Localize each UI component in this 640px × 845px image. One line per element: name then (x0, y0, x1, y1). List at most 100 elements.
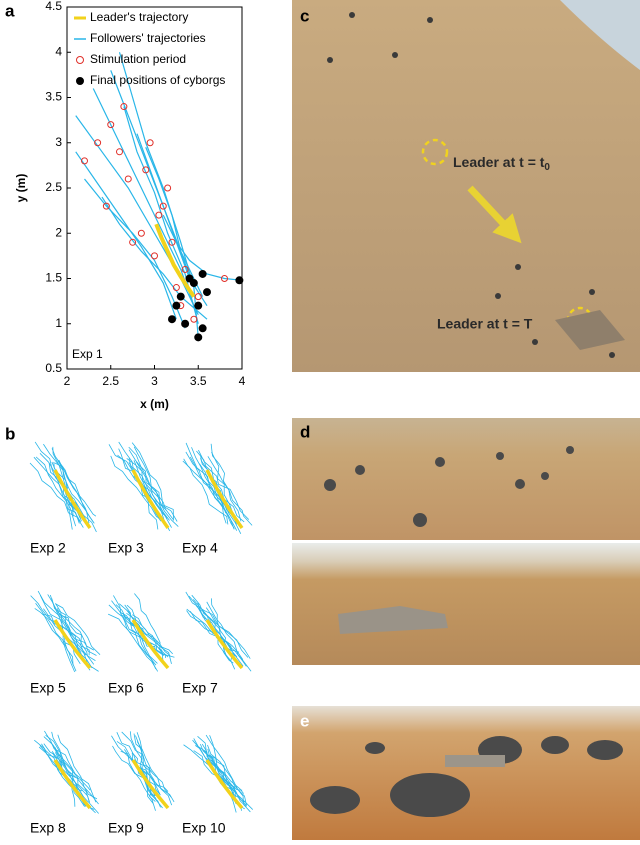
thumb-follower (189, 456, 238, 531)
thumb-follower (122, 612, 171, 656)
follower-trajectory (118, 52, 195, 288)
legend-swatch (76, 77, 84, 85)
experiment-label: Exp 3 (108, 540, 144, 556)
final-position (198, 269, 207, 278)
stimulation-marker (116, 148, 123, 156)
stimulation-marker (120, 103, 128, 111)
thumb-follower (48, 462, 74, 517)
stimulation-marker (194, 293, 202, 301)
stimulation-marker (142, 166, 150, 174)
legend-label: Leader's trajectory (90, 10, 188, 24)
thumb-follower (191, 447, 227, 524)
thumb-follower (53, 461, 81, 519)
stimulation-marker (124, 175, 132, 183)
photo-e (292, 706, 640, 840)
thumb-follower (34, 739, 91, 791)
thumb-follower (47, 594, 97, 656)
stimulation-marker (129, 238, 137, 246)
experiment-label: Exp 10 (182, 820, 226, 836)
x-axis-label: x (m) (140, 397, 169, 411)
thumb-follower (200, 609, 247, 667)
thumb-leader (53, 759, 92, 810)
stimulation-marker (81, 157, 88, 165)
thumb-follower (196, 450, 250, 520)
y-tick-label: 2 (55, 225, 62, 239)
thumb-follower (191, 594, 244, 660)
panel-letter: d (300, 422, 310, 441)
thumb-follower (198, 449, 245, 523)
thumb-follower (203, 749, 238, 794)
stimulation-marker (107, 121, 115, 129)
y-tick-label: 2.5 (45, 180, 62, 194)
panel-letter: b (5, 424, 15, 443)
stimulation-marker (146, 139, 154, 147)
y-tick-label: 4 (55, 44, 62, 58)
thumb-follower (206, 601, 252, 672)
stimulation-marker (181, 265, 189, 273)
panel-letter: e (300, 711, 309, 730)
x-tick-label: 4 (239, 374, 246, 388)
final-position (194, 301, 203, 310)
thumb-follower (57, 734, 99, 805)
thumb-leader (131, 469, 170, 530)
photo-d (292, 418, 640, 665)
thumb-follower (128, 449, 167, 511)
thumb-follower (54, 747, 99, 814)
stimulation-marker (164, 184, 172, 192)
thumb-follower (55, 603, 101, 655)
x-tick-label: 3 (151, 374, 158, 388)
thumb-follower (58, 612, 95, 665)
x-tick-label: 2 (64, 374, 71, 388)
thumb-follower (123, 749, 156, 811)
legend-label: Followers' trajectories (90, 31, 206, 45)
thumb-leader (205, 619, 244, 670)
thumb-follower (131, 442, 174, 521)
final-position (194, 333, 203, 342)
final-position (203, 288, 211, 297)
stimulation-marker (172, 284, 180, 292)
stimulation-marker (151, 252, 158, 260)
thumb-follower (209, 735, 234, 798)
thumb-follower (44, 730, 90, 803)
follower-trajectory (101, 196, 208, 320)
annotation: Leader at t = t0 (453, 154, 550, 173)
experiment-label: Exp 5 (30, 680, 66, 696)
final-position (181, 319, 190, 328)
thumb-follower (113, 595, 158, 664)
stimulation-marker (221, 275, 228, 282)
experiment-label: Exp 7 (182, 680, 218, 696)
thumb-follower (211, 598, 231, 660)
experiment-label: Exp 4 (182, 540, 218, 556)
thumb-follower (211, 451, 237, 525)
annotation-subscript: 0 (544, 162, 550, 173)
thumb-follower (195, 745, 243, 791)
stimulation-marker (137, 229, 145, 237)
thumb-follower (121, 731, 172, 798)
thumb-follower (29, 462, 84, 528)
stimulation-marker (190, 315, 198, 323)
thumb-leader (53, 619, 92, 670)
experiment-label: Exp 8 (30, 820, 66, 836)
follower-trajectory (75, 151, 177, 320)
thumb-follower (126, 458, 178, 522)
thumb-follower (35, 456, 80, 524)
panel-b: Exp 2 Exp 3 Exp 4 Exp 5 Exp 6 Exp 7 Exp 8 Exp 9… (29, 441, 254, 836)
experiment-label: Exp 9 (108, 820, 144, 836)
final-position (176, 292, 185, 301)
final-position (198, 324, 207, 333)
thumb-follower (205, 734, 247, 806)
annotation-text: Leader at t = t (453, 154, 545, 170)
thumb-follower (133, 733, 173, 806)
thumb-follower (134, 593, 169, 658)
annotation: Exp 1 (72, 347, 103, 361)
thumb-leader (131, 759, 170, 810)
thumb-follower (34, 608, 81, 665)
thumb-follower (43, 443, 90, 524)
thumb-follower (110, 455, 165, 521)
thumb-follower (185, 591, 251, 659)
thumb-follower (185, 442, 235, 530)
thumb-follower (136, 741, 161, 796)
photo-c (292, 0, 640, 372)
panel-letter: c (300, 6, 309, 25)
